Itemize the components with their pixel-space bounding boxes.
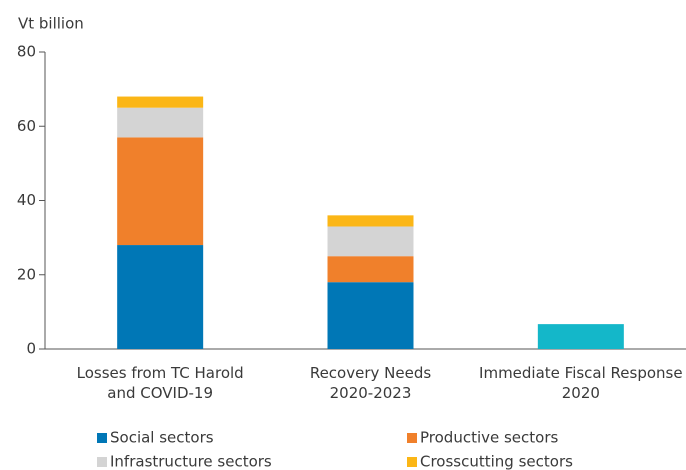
y-tick-label: 40 (17, 191, 36, 209)
y-tick-label: 80 (17, 43, 36, 61)
bar (117, 96, 204, 108)
bar (327, 256, 414, 283)
legend-swatch (407, 433, 417, 443)
bar (117, 107, 204, 138)
x-tick-label: Losses from TC Harold and COVID-19 (77, 364, 244, 402)
legend-swatch (97, 433, 107, 443)
y-tick-label: 0 (26, 340, 36, 358)
bar (327, 282, 414, 349)
bar (537, 324, 624, 349)
bar (117, 137, 204, 246)
bar (117, 245, 204, 349)
legend-label: Social sectors (110, 429, 214, 447)
y-axis-label: Vt billion (18, 15, 84, 33)
y-tick-label: 60 (17, 117, 36, 135)
legend-swatch (97, 457, 107, 467)
x-tick-label: Recovery Needs 2020-2023 (310, 364, 432, 402)
y-tick-label: 20 (17, 265, 36, 283)
legend-label: Productive sectors (420, 429, 559, 447)
bar (327, 215, 414, 227)
legend-label: Crosscutting sectors (420, 453, 573, 470)
legend-swatch (407, 457, 417, 467)
legend-label: Infrastructure sectors (110, 453, 272, 470)
x-tick-label: Immediate Fiscal Response 2020 (479, 364, 683, 402)
bar (327, 226, 414, 257)
